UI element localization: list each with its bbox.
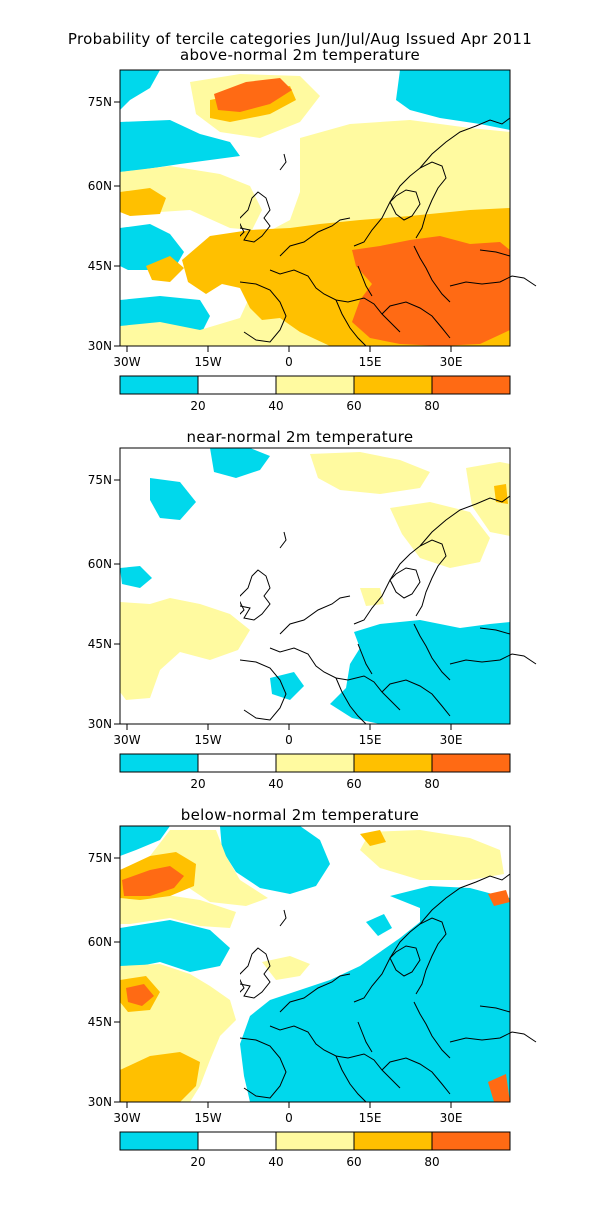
colorbar-tick-60: 60: [346, 399, 361, 413]
colorbar-bin-4: [432, 1132, 510, 1150]
colorbar-tick-80: 80: [424, 399, 439, 413]
colorbar-tick-60: 60: [346, 777, 361, 791]
lon-label-15w: 15W: [194, 355, 221, 369]
lon-label-15w: 15W: [194, 1111, 221, 1125]
lat-axis: 75N 60N 45N 30N: [88, 473, 120, 731]
lat-label-45n: 45N: [88, 637, 112, 651]
colorbar-tick-60: 60: [346, 1155, 361, 1169]
probability-shading: [120, 826, 510, 1102]
colorbar-tick-40: 40: [268, 1155, 283, 1169]
lat-label-60n: 60N: [88, 179, 112, 193]
figure-title-line1: Probability of tercile categories Jun/Ju…: [67, 30, 533, 48]
map-frame: [119, 825, 511, 1103]
lat-label-75n: 75N: [88, 473, 112, 487]
lat-label-60n: 60N: [88, 557, 112, 571]
lat-axis: 75N 60N 45N 30N: [88, 851, 120, 1109]
lat-label-45n: 45N: [88, 1015, 112, 1029]
lon-label-30e: 30E: [440, 1111, 463, 1125]
lon-axis: 30W 15W 0 15E 30E: [113, 1102, 462, 1125]
colorbar-tick-20: 20: [190, 399, 205, 413]
lat-label-60n: 60N: [88, 935, 112, 949]
colorbar-tick-80: 80: [424, 1155, 439, 1169]
colorbar-bin-4: [432, 376, 510, 394]
lon-axis: 30W 15W 0 15E 30E: [113, 346, 462, 369]
panel-near-subtitle: near-normal 2m temperature: [186, 428, 414, 446]
lon-label-30w: 30W: [113, 1111, 140, 1125]
lon-label-30w: 30W: [113, 733, 140, 747]
colorbar-bin-0: [120, 1132, 198, 1150]
colorbar-bin-0: [120, 754, 198, 772]
map-frame: [119, 447, 511, 725]
colorbar-tick-80: 80: [424, 777, 439, 791]
colorbar-bin-0: [120, 376, 198, 394]
lon-label-30w: 30W: [113, 355, 140, 369]
colorbar-bin-4: [432, 754, 510, 772]
lat-label-75n: 75N: [88, 851, 112, 865]
colorbar-tick-40: 40: [268, 399, 283, 413]
colorbar-tick-20: 20: [190, 1155, 205, 1169]
panel-below-subtitle: below-normal 2m temperature: [180, 806, 420, 824]
probability-shading: [120, 448, 510, 724]
lon-label-0: 0: [285, 1111, 293, 1125]
map-frame: [119, 69, 511, 347]
colorbar-tick-20: 20: [190, 777, 205, 791]
lon-label-15e: 15E: [359, 355, 382, 369]
lon-label-15e: 15E: [359, 1111, 382, 1125]
map-panel-above: 75N 60N 45N 30N 30W 15W 0 15E 30E 20 40 …: [88, 69, 537, 413]
lat-label-30n: 30N: [88, 717, 112, 731]
probability-shading: [120, 70, 510, 346]
lon-label-0: 0: [285, 355, 293, 369]
colorbar-bin-3: [354, 376, 432, 394]
colorbar-bin-2: [276, 1132, 354, 1150]
lat-label-45n: 45N: [88, 259, 112, 273]
colorbar: 20 40 60 80: [119, 1131, 511, 1169]
lon-label-15w: 15W: [194, 733, 221, 747]
lon-label-15e: 15E: [359, 733, 382, 747]
map-panel-near: 75N 60N 45N 30N 30W 15W 0 15E 30E 20 40 …: [88, 447, 537, 791]
lon-axis: 30W 15W 0 15E 30E: [113, 724, 462, 747]
colorbar-bin-3: [354, 754, 432, 772]
colorbar: 20 40 60 80: [119, 375, 511, 413]
colorbar: 20 40 60 80: [119, 753, 511, 791]
lat-label-75n: 75N: [88, 95, 112, 109]
colorbar-bin-3: [354, 1132, 432, 1150]
colorbar-bin-2: [276, 376, 354, 394]
figure-title-line2: above-normal 2m temperature: [179, 46, 421, 64]
colorbar-bin-1: [198, 754, 276, 772]
colorbar-bin-1: [198, 1132, 276, 1150]
colorbar-bin-1: [198, 376, 276, 394]
lat-label-30n: 30N: [88, 339, 112, 353]
colorbar-tick-40: 40: [268, 777, 283, 791]
lon-label-30e: 30E: [440, 355, 463, 369]
lon-label-30e: 30E: [440, 733, 463, 747]
lon-label-0: 0: [285, 733, 293, 747]
lat-axis: 75N 60N 45N 30N: [88, 95, 120, 353]
lat-label-30n: 30N: [88, 1095, 112, 1109]
colorbar-bin-2: [276, 754, 354, 772]
map-panel-below: 75N 60N 45N 30N 30W 15W 0 15E 30E 20 40 …: [88, 825, 537, 1169]
